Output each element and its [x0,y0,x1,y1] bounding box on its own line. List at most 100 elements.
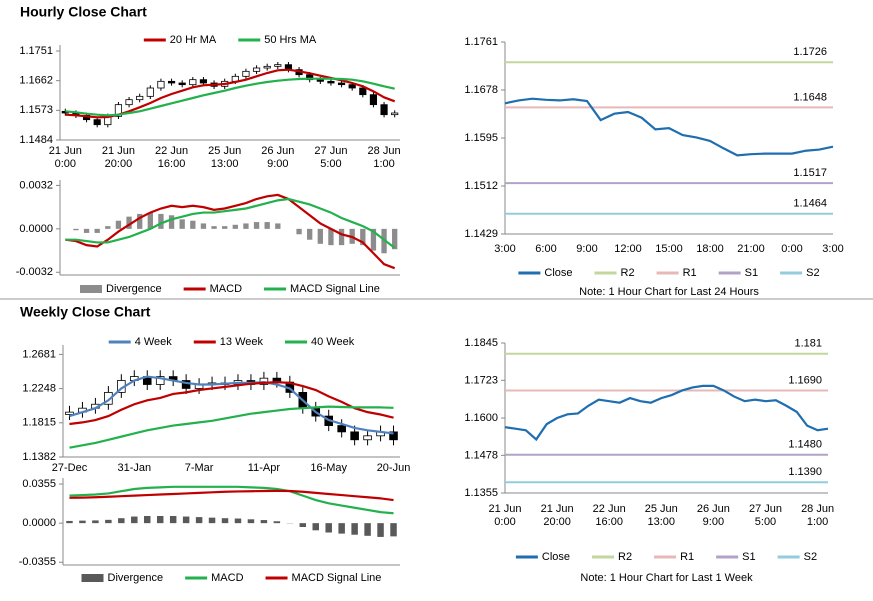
legend-label: S1 [745,267,758,279]
candle-body [369,94,378,106]
divergence-bar [312,523,319,531]
divergence-bar [105,519,112,524]
divergence-bar [137,213,143,229]
candle-body [65,411,74,415]
y-tick-label: 0.0355 [22,478,56,490]
candle-body [316,79,324,82]
candle-body [242,70,250,77]
y-tick-label: 1.1751 [19,45,53,57]
x-tick-label: 3:00 [822,243,843,255]
candle-body [380,104,388,116]
y-tick-label: 1.1815 [22,417,56,429]
divergence-bar [168,215,175,229]
divergence-bar [351,523,358,535]
series-line [69,405,394,449]
divergence-bar [307,228,313,240]
legend-label: 50 Hrs MA [264,34,317,46]
series-line [65,77,395,117]
legend-label: 13 Week [220,336,264,348]
divergence-bar [338,523,345,534]
divergence-bar [390,523,397,537]
y-tick-label: 0.0032 [19,179,53,191]
divergence-bar [83,228,90,233]
legend-swatch [80,285,102,293]
divergence-bar [392,228,398,250]
series-line [504,384,829,442]
series-line [69,485,394,515]
x-tick-label: 12:00 [614,243,642,255]
legend-label: R2 [621,267,635,279]
divergence-bar [169,515,177,524]
divergence-bar [364,523,371,536]
divergence-bar [208,517,216,524]
divergence-bar [360,228,366,246]
divergence-bar [253,222,260,229]
divergence-bar [377,523,384,537]
y-tick-label: 1.1512 [464,180,498,192]
divergence-bar [232,224,238,229]
x-tick-label: 6:00 [535,243,556,255]
x-tick-label: 15:00 [655,243,683,255]
divergence-bar [66,520,73,524]
legend: Divergence MACD MACD Signal Line [80,283,380,295]
divergence-bar [325,523,332,533]
section-title: Hourly Close Chart [20,4,147,20]
divergence-bar [273,521,281,524]
series-line [69,489,394,502]
x-tick-label: 5:00 [755,516,776,528]
candle-body [359,87,367,96]
x-tick-label: 21:00 [737,243,765,255]
level-label: 1.1480 [788,439,822,451]
candle-body [263,65,271,69]
chart-note: Note: 1 Hour Chart for Last 24 Hours [579,286,759,298]
y-tick-label: 1.2681 [22,348,56,360]
x-tick-label: 1:00 [373,158,394,170]
divergence-bar [211,226,217,229]
y-tick-label: 1.1662 [19,75,53,87]
x-tick-label: 27 Jun [749,503,782,515]
x-tick-label: 7-Mar [185,462,214,474]
legend-label: MACD Signal Line [292,572,382,584]
x-tick-label: 26 Jun [697,503,730,515]
y-tick-label: 1.1678 [464,84,498,96]
candle-body [389,431,398,441]
x-tick-label: 26 Jun [261,145,294,157]
x-tick-label: 16-May [310,462,347,474]
legend-label: MACD [211,572,243,584]
x-tick-label: 20:00 [543,516,571,528]
divergence-bar [158,213,164,229]
divergence-bar [234,518,242,524]
legend-label: 20 Hr MA [170,34,217,46]
x-tick-label: 13:00 [648,516,676,528]
divergence-bar [92,520,99,524]
legend-label: MACD [210,283,242,295]
legend-label: MACD Signal Line [290,283,380,295]
candle-body [363,435,372,441]
y-tick-label: 1.1478 [464,449,498,461]
legend-label: Divergence [106,283,162,295]
level-label: 1.1648 [793,91,827,103]
candle-body [189,79,197,86]
legend-label: Close [544,267,572,279]
divergence-bar [79,520,86,524]
x-tick-label: 3:00 [494,243,515,255]
x-tick-label: 18:00 [696,243,724,255]
legend-swatch [81,574,104,582]
x-tick-label: 21 Jun [102,145,135,157]
x-tick-label: 27-Dec [52,462,88,474]
legend-label: S2 [806,267,819,279]
candle-body [348,84,356,89]
divergence-bar [247,519,255,524]
legend-label: Divergence [108,572,164,584]
legend-label: S1 [742,551,755,563]
y-tick-label: 1.1355 [464,487,498,499]
divergence-bar [182,516,190,524]
level-label: 1.1464 [793,198,827,210]
divergence-bar [328,228,334,246]
candle-body [350,431,359,441]
x-tick-label: 25 Jun [645,503,678,515]
x-tick-label: 0:00 [55,158,76,170]
level-label: 1.1517 [793,167,827,179]
y-tick-label: 1.1595 [464,132,498,144]
